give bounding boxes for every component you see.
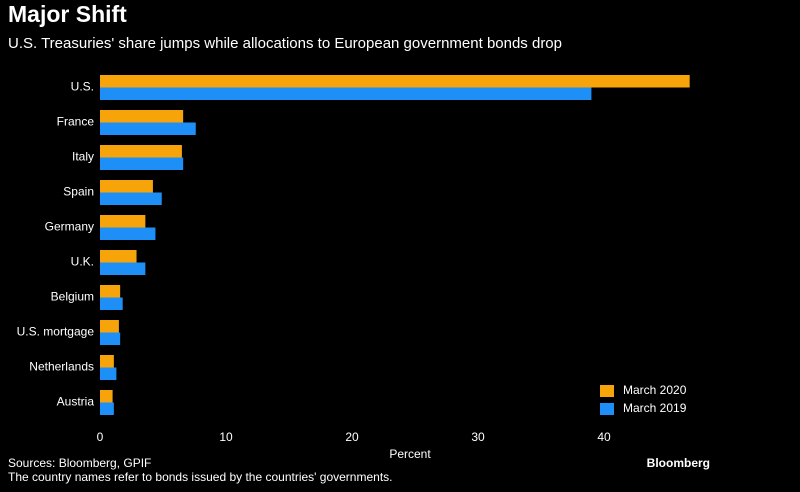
bar: [100, 192, 162, 205]
x-tick-label: 40: [597, 430, 611, 444]
chart-subtitle: U.S. Treasuries' share jumps while alloc…: [8, 35, 562, 52]
x-tick-label: 20: [345, 430, 359, 444]
legend-label: March 2020: [623, 383, 687, 397]
bar: [100, 122, 196, 135]
y-tick-label: Belgium: [51, 290, 94, 304]
bar: [100, 402, 114, 415]
y-tick-label: Netherlands: [29, 360, 94, 374]
y-tick-label: France: [57, 115, 95, 129]
y-tick-label: Germany: [45, 220, 94, 234]
bar: [100, 157, 184, 170]
note: The country names refer to bonds issued …: [8, 470, 393, 484]
y-tick-label: Austria: [57, 395, 95, 409]
bar: [100, 87, 592, 100]
chart-title: Major Shift: [8, 1, 127, 27]
bar: [100, 262, 146, 275]
bar: [100, 227, 156, 240]
y-tick-label: Spain: [63, 185, 94, 199]
x-axis-label: Percent: [389, 447, 431, 461]
source: Sources: Bloomberg, GPIF: [8, 456, 151, 470]
x-tick-label: 30: [471, 430, 485, 444]
bar: [100, 355, 114, 368]
y-tick-label: U.K.: [71, 255, 94, 269]
x-tick-label: 10: [219, 430, 233, 444]
bar: [100, 145, 182, 158]
brand: Bloomberg: [647, 456, 710, 470]
legend-label: March 2019: [623, 401, 687, 415]
bar: [100, 110, 184, 123]
bar: [100, 367, 117, 380]
bar: [100, 297, 123, 310]
y-tick-label: U.S.: [71, 80, 94, 94]
legend-swatch: [600, 385, 614, 397]
bar: [100, 250, 137, 263]
bar: [100, 320, 119, 333]
bar: [100, 390, 113, 403]
bar: [100, 215, 146, 228]
bar: [100, 180, 153, 193]
bar: [100, 75, 690, 88]
x-tick-label: 0: [97, 430, 104, 444]
y-tick-label: Italy: [72, 150, 94, 164]
bar: [100, 332, 121, 345]
y-tick-label: U.S. mortgage: [17, 325, 95, 339]
bar: [100, 285, 121, 298]
legend-swatch: [600, 403, 614, 415]
